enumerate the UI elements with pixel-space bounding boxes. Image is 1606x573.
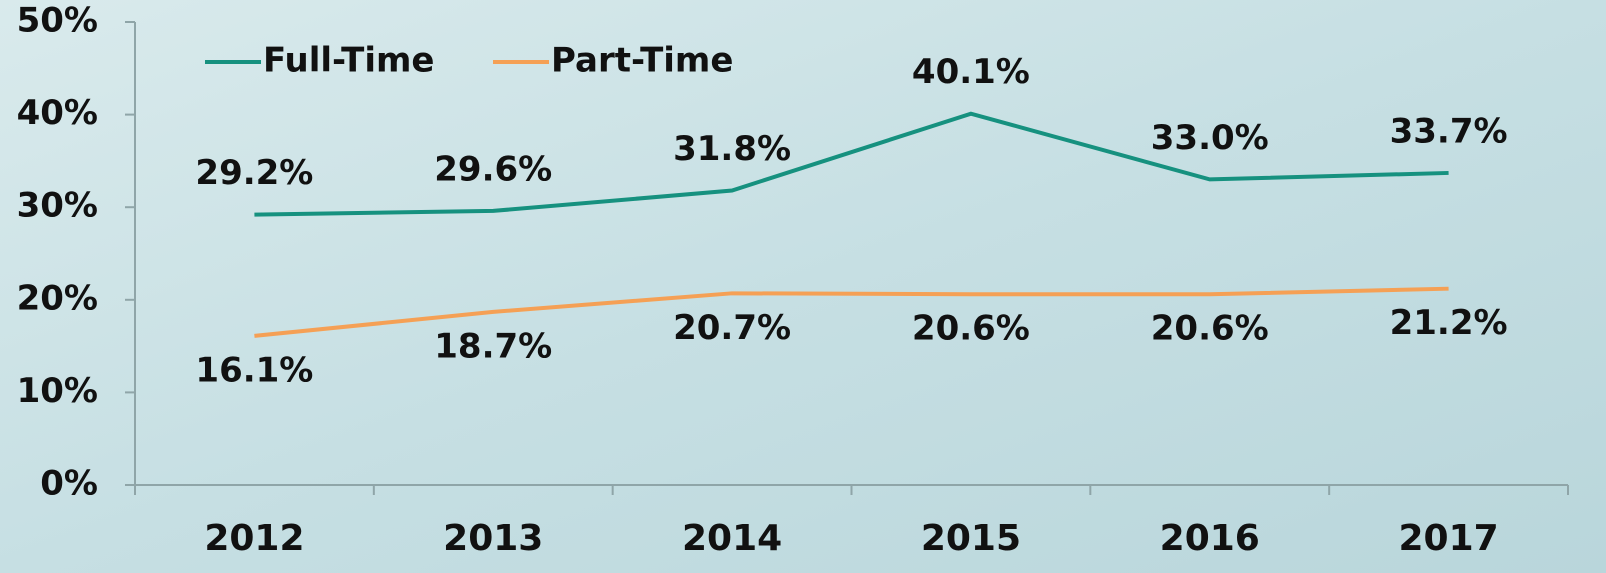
data-label: 20.7% xyxy=(673,308,791,348)
y-tick-label: 20% xyxy=(17,278,98,318)
y-tick-label: 40% xyxy=(17,93,98,133)
data-label: 29.6% xyxy=(434,149,552,189)
y-tick-label: 50% xyxy=(17,1,98,41)
y-tick-label: 10% xyxy=(17,371,98,411)
data-label: 33.0% xyxy=(1151,118,1269,158)
x-tick-label: 2014 xyxy=(682,518,782,559)
x-tick-label: 2015 xyxy=(921,518,1021,559)
legend-label: Full-Time xyxy=(263,41,435,81)
data-label: 20.6% xyxy=(912,309,1030,349)
data-label: 18.7% xyxy=(434,326,552,366)
x-tick-label: 2017 xyxy=(1398,518,1498,559)
series-line xyxy=(254,111,1449,217)
x-tick-label: 2016 xyxy=(1160,518,1260,559)
y-tick-label: 30% xyxy=(17,186,98,226)
data-label: 20.6% xyxy=(1151,309,1269,349)
y-tick-label: 0% xyxy=(40,464,98,504)
x-tick-label: 2013 xyxy=(443,518,543,559)
series-line xyxy=(254,286,1449,338)
data-label: 40.1% xyxy=(912,52,1030,92)
data-label: 33.7% xyxy=(1390,111,1508,151)
legend-label: Part-Time xyxy=(551,41,733,81)
data-label: 31.8% xyxy=(673,129,791,169)
data-label: 16.1% xyxy=(195,350,313,390)
data-label: 29.2% xyxy=(195,153,313,193)
data-label: 21.2% xyxy=(1390,303,1508,343)
x-tick-label: 2012 xyxy=(204,518,304,559)
